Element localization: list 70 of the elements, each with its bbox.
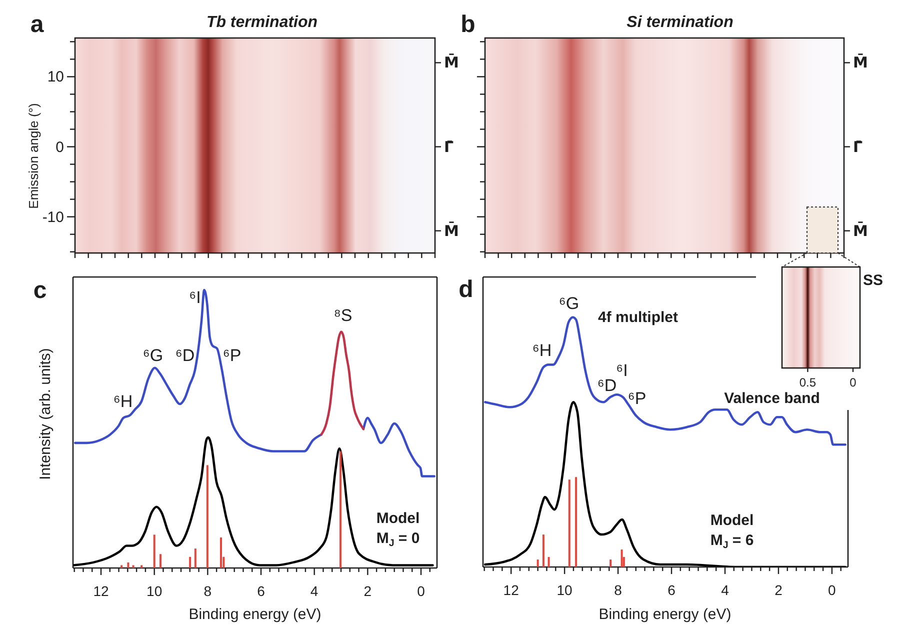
annotation: ⁶I — [616, 360, 628, 380]
bar — [159, 554, 162, 568]
x-tick-label: 0 — [828, 582, 836, 598]
text: ⁶G — [558, 294, 580, 312]
text: M̄ — [444, 52, 459, 72]
x-tick-label: 12 — [93, 583, 109, 599]
text: Γ̄ — [853, 138, 863, 156]
text: c — [33, 276, 47, 304]
x-tick-label: 6 — [668, 582, 676, 598]
text: Γ̄ — [444, 138, 454, 156]
x-tick-label: 2 — [774, 582, 783, 598]
text: M̄ — [853, 221, 868, 240]
bar — [610, 560, 612, 567]
bar — [542, 534, 544, 567]
bar — [120, 565, 123, 568]
x-tick-label: 2 — [364, 583, 372, 599]
text: a — [30, 10, 44, 38]
x-axis-title: Binding energy (eV) — [598, 606, 732, 622]
annotation: 4f multiplet — [598, 308, 678, 326]
bar — [339, 451, 342, 568]
x-tick-label: 0 — [417, 583, 426, 599]
bar — [206, 465, 208, 568]
annotation: ⁶G — [142, 346, 164, 364]
text: -10 — [42, 208, 64, 226]
x-tick-label: 12 — [503, 582, 520, 598]
annotation: ⁸S — [334, 306, 352, 324]
bar — [220, 537, 222, 568]
annotation: ⁶H — [532, 340, 552, 360]
x-tick-label: 10 — [556, 582, 573, 598]
bar — [194, 548, 196, 568]
annotation: Valence band — [724, 390, 820, 406]
bar — [153, 534, 156, 568]
text: 10 — [47, 68, 64, 86]
bar — [536, 560, 539, 567]
annotation: ⁶H — [113, 392, 133, 410]
text: M̄ — [444, 221, 459, 240]
text: 0 — [56, 138, 64, 156]
text: Tb termination — [206, 14, 318, 30]
annotation: Model — [376, 510, 420, 526]
annotation: M$_{J}$ = 6 — [710, 532, 754, 551]
annotation: ⁶P — [628, 388, 646, 408]
annotation: M$_{J}$ = 0 — [376, 530, 420, 549]
bar — [568, 480, 570, 567]
bar — [132, 565, 134, 568]
x-tick-label: 8 — [614, 582, 622, 598]
annotation: ⁶I — [189, 288, 201, 306]
text: M̄ — [853, 52, 868, 72]
x-tick-label: 8 — [204, 583, 212, 599]
text: Si termination — [626, 14, 734, 30]
x-tick-label: 6 — [257, 583, 266, 599]
annotation: Model — [710, 512, 754, 528]
x-tick-label: 4 — [721, 582, 730, 598]
annotation: ⁶P — [222, 346, 242, 364]
annotation: ⁶D — [597, 376, 617, 394]
x-axis-title: Binding energy (eV) — [188, 606, 322, 622]
bar — [140, 565, 143, 568]
text: 0 — [850, 376, 857, 390]
x-tick-label: 10 — [146, 583, 162, 599]
x-tick-label: 4 — [310, 583, 318, 599]
bar — [620, 550, 623, 567]
text: d — [458, 276, 474, 302]
text: SS — [862, 272, 884, 288]
bar — [189, 556, 192, 568]
y-axis-title: Intensity (arb. units) — [36, 348, 54, 480]
text: b — [460, 10, 476, 38]
annotation: ⁶D — [175, 346, 195, 364]
annotation: 0.5 — [799, 376, 816, 390]
text: Emission angle (°) — [26, 103, 40, 209]
bar — [548, 557, 550, 567]
bar — [575, 477, 578, 567]
